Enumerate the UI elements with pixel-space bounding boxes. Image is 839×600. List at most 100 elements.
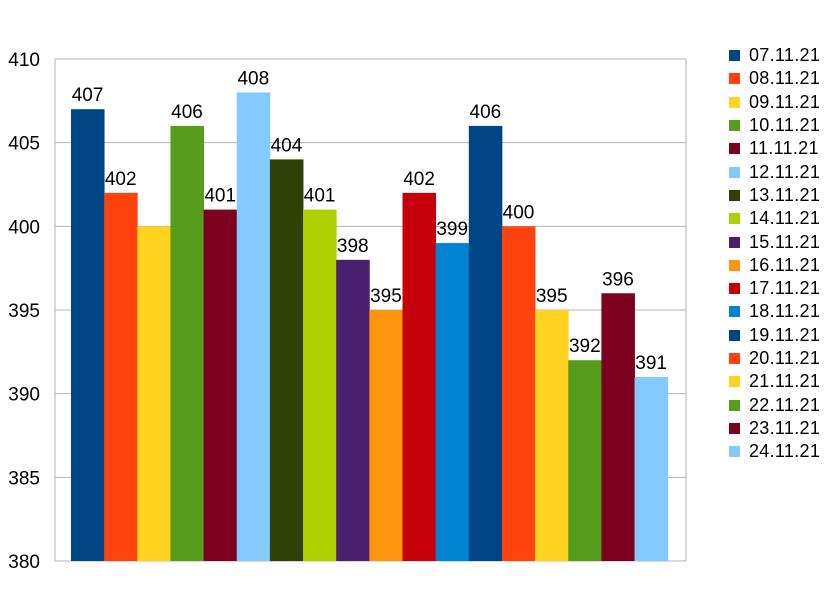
bar-21.11.21 [535, 310, 569, 561]
legend-label: 23.11.21 [749, 417, 821, 438]
legend-item: 07.11.21 [729, 44, 820, 67]
legend-swatch [729, 96, 740, 108]
legend-item: 10.11.21 [729, 114, 820, 137]
data-label: 406 [470, 102, 502, 123]
legend-swatch [729, 73, 740, 85]
y-tick-labels: 380 385 390 395 400 405 410 [8, 50, 40, 573]
bar-14.11.21 [303, 209, 337, 561]
y-tick-label: 390 [8, 385, 40, 406]
data-label: 395 [536, 286, 568, 307]
bar-16.11.21 [369, 310, 403, 561]
legend-label: 22.11.21 [749, 394, 821, 415]
data-label: 396 [602, 269, 634, 290]
legend-label: 11.11.21 [749, 138, 819, 159]
legend-item: 11.11.21 [729, 137, 820, 160]
bar-08.11.21 [104, 192, 138, 561]
bar-24.11.21 [634, 376, 669, 561]
data-label: 392 [569, 336, 601, 357]
legend-swatch [729, 50, 740, 62]
legend-label: 21.11.21 [749, 371, 821, 392]
data-label: 406 [171, 102, 203, 123]
legend-label: 18.11.21 [749, 301, 821, 322]
data-label: 395 [370, 286, 402, 307]
bar-13.11.21 [269, 159, 304, 561]
legend-item: 16.11.21 [729, 254, 820, 277]
legend-item: 22.11.21 [729, 393, 820, 416]
bar-11.11.21 [203, 209, 238, 561]
data-label: 402 [105, 169, 137, 190]
y-tick-label: 380 [8, 552, 40, 573]
data-label: 407 [72, 85, 104, 106]
legend-label: 10.11.21 [749, 115, 821, 136]
bar-15.11.21 [336, 259, 370, 561]
legend-item: 08.11.21 [729, 67, 820, 90]
data-label: 401 [204, 186, 236, 207]
legend-label: 16.11.21 [749, 254, 821, 275]
bar-20.11.21 [501, 226, 536, 562]
data-label: 400 [503, 202, 535, 223]
bar-12.11.21 [236, 92, 271, 561]
legend-swatch [729, 236, 740, 248]
legend-item: 09.11.21 [729, 91, 820, 114]
legend-swatch [729, 213, 740, 225]
legend-swatch [729, 353, 740, 364]
y-tick-label: 385 [8, 468, 40, 489]
data-label: 398 [337, 236, 369, 257]
legend-swatch [729, 306, 740, 318]
legend-label: 19.11.21 [749, 324, 821, 345]
legend-swatch [729, 376, 740, 388]
legend-swatch [729, 166, 740, 178]
bar-07.11.21 [71, 109, 105, 561]
legend-swatch [729, 329, 740, 341]
legend-label: 20.11.21 [749, 348, 821, 368]
data-label: 399 [436, 219, 468, 240]
legend-swatch [729, 120, 740, 132]
data-labels: 407 402 406 401 408 404 401 398 395 402 399 406 400 3… [72, 68, 667, 373]
y-tick-label: 395 [8, 301, 40, 322]
legend-item: 15.11.21 [729, 230, 820, 253]
legend-label: 17.11.21 [749, 278, 821, 299]
data-label: 408 [237, 68, 269, 89]
legend-item: 12.11.21 [729, 160, 820, 183]
legend-item: 20.11.21 [729, 347, 820, 370]
y-tick-label: 400 [8, 217, 40, 238]
y-tick-label: 410 [8, 50, 40, 71]
legend-label: 09.11.21 [749, 91, 821, 112]
legend-label: 24.11.21 [749, 441, 821, 462]
data-label: 401 [304, 186, 336, 207]
legend-label: 13.11.21 [749, 184, 821, 205]
legend-label: 08.11.21 [749, 68, 821, 89]
legend-item: 13.11.21 [729, 184, 820, 207]
legend-swatch [729, 143, 740, 155]
bar-23.11.21 [601, 293, 635, 561]
data-label: 404 [271, 135, 303, 156]
legend-item: 21.11.21 [729, 370, 820, 393]
bar-10.11.21 [170, 125, 204, 561]
legend-item: 24.11.21 [729, 440, 820, 463]
legend-item: 14.11.21 [729, 207, 820, 230]
legend-swatch [729, 422, 740, 434]
legend-label: 12.11.21 [749, 161, 821, 182]
legend-swatch [729, 446, 740, 458]
legend-item: 23.11.21 [729, 417, 820, 440]
data-label: 391 [635, 353, 667, 374]
legend-item: 18.11.21 [729, 300, 820, 323]
legend-label: 15.11.21 [749, 231, 821, 252]
legend-label: 14.11.21 [749, 208, 821, 229]
legend-item: 17.11.21 [729, 277, 820, 300]
legend-swatch [729, 399, 740, 411]
bar-09.11.21 [137, 226, 171, 562]
legend-swatch [729, 283, 740, 295]
legend-swatch [729, 259, 740, 271]
bar-17.11.21 [402, 192, 437, 561]
legend: 07.11.21 08.11.21 09.11.21 10.11.21 11.11.21… [729, 44, 820, 463]
data-label: 402 [403, 169, 435, 190]
y-tick-label: 405 [8, 134, 40, 155]
legend-item: 19.11.21 [729, 324, 820, 347]
legend-swatch [729, 189, 740, 201]
bar-19.11.21 [468, 125, 503, 561]
bar-22.11.21 [568, 360, 602, 561]
bars [71, 92, 669, 562]
legend-label: 07.11.21 [749, 45, 821, 66]
